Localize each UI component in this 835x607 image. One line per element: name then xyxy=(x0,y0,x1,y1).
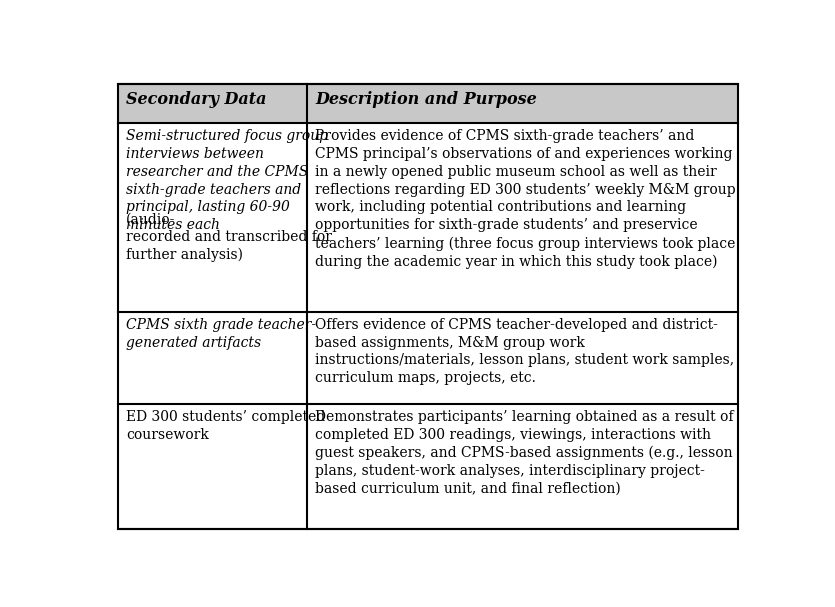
Text: Offers evidence of CPMS teacher-developed and district-
based assignments, M&M g: Offers evidence of CPMS teacher-develope… xyxy=(315,317,734,385)
Text: CPMS sixth grade teacher-
generated artifacts: CPMS sixth grade teacher- generated arti… xyxy=(126,317,316,350)
Text: (audio-
recorded and transcribed for
further analysis): (audio- recorded and transcribed for fur… xyxy=(126,212,332,262)
Text: Provides evidence of CPMS sixth-grade teachers’ and
CPMS principal’s observation: Provides evidence of CPMS sixth-grade te… xyxy=(315,129,736,269)
Text: Description and Purpose: Description and Purpose xyxy=(315,90,537,107)
Bar xyxy=(119,311,737,404)
Text: Demonstrates participants’ learning obtained as a result of
completed ED 300 rea: Demonstrates participants’ learning obta… xyxy=(315,410,733,496)
Text: Secondary Data: Secondary Data xyxy=(126,90,266,107)
Text: Semi-structured focus group
interviews between
researcher and the CPMS
sixth-gra: Semi-structured focus group interviews b… xyxy=(126,129,328,232)
Text: ED 300 students’ completed
coursework: ED 300 students’ completed coursework xyxy=(126,410,326,442)
Bar xyxy=(119,404,737,558)
Bar xyxy=(119,84,737,123)
Bar xyxy=(119,123,737,311)
